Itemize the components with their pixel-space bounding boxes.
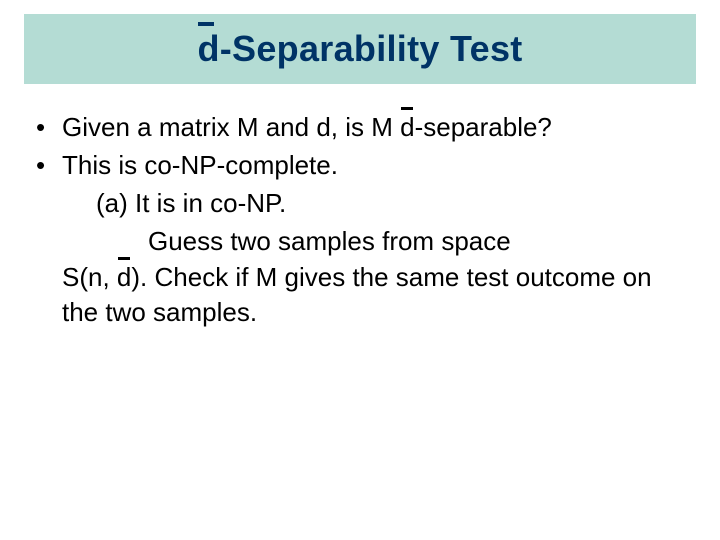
- slide-title: d-Separability Test: [197, 28, 522, 70]
- sub-point-a: (a) It is in co-NP.: [96, 186, 684, 222]
- content-area: • Given a matrix M and d, is M d-separab…: [34, 110, 684, 331]
- bullet-item: • Given a matrix M and d, is M d-separab…: [34, 110, 684, 146]
- bullet-text-1: Given a matrix M and d, is M d-separable…: [62, 110, 684, 146]
- inline-d-overline: d: [117, 260, 131, 296]
- title-bar: d-Separability Test: [24, 14, 696, 84]
- inline-d-overline: d: [400, 110, 414, 146]
- title-rest: -Separability Test: [220, 28, 523, 69]
- bullet-marker: •: [34, 148, 62, 184]
- bullet-text-2: This is co-NP-complete.: [62, 148, 684, 184]
- guess-line: Guess two samples from space: [148, 224, 684, 260]
- bullet-marker: •: [34, 110, 62, 146]
- bullet-item: • This is co-NP-complete.: [34, 148, 684, 184]
- title-d-overline: d: [197, 28, 219, 70]
- continuation-line: S(n, d). Check if M gives the same test …: [62, 260, 684, 332]
